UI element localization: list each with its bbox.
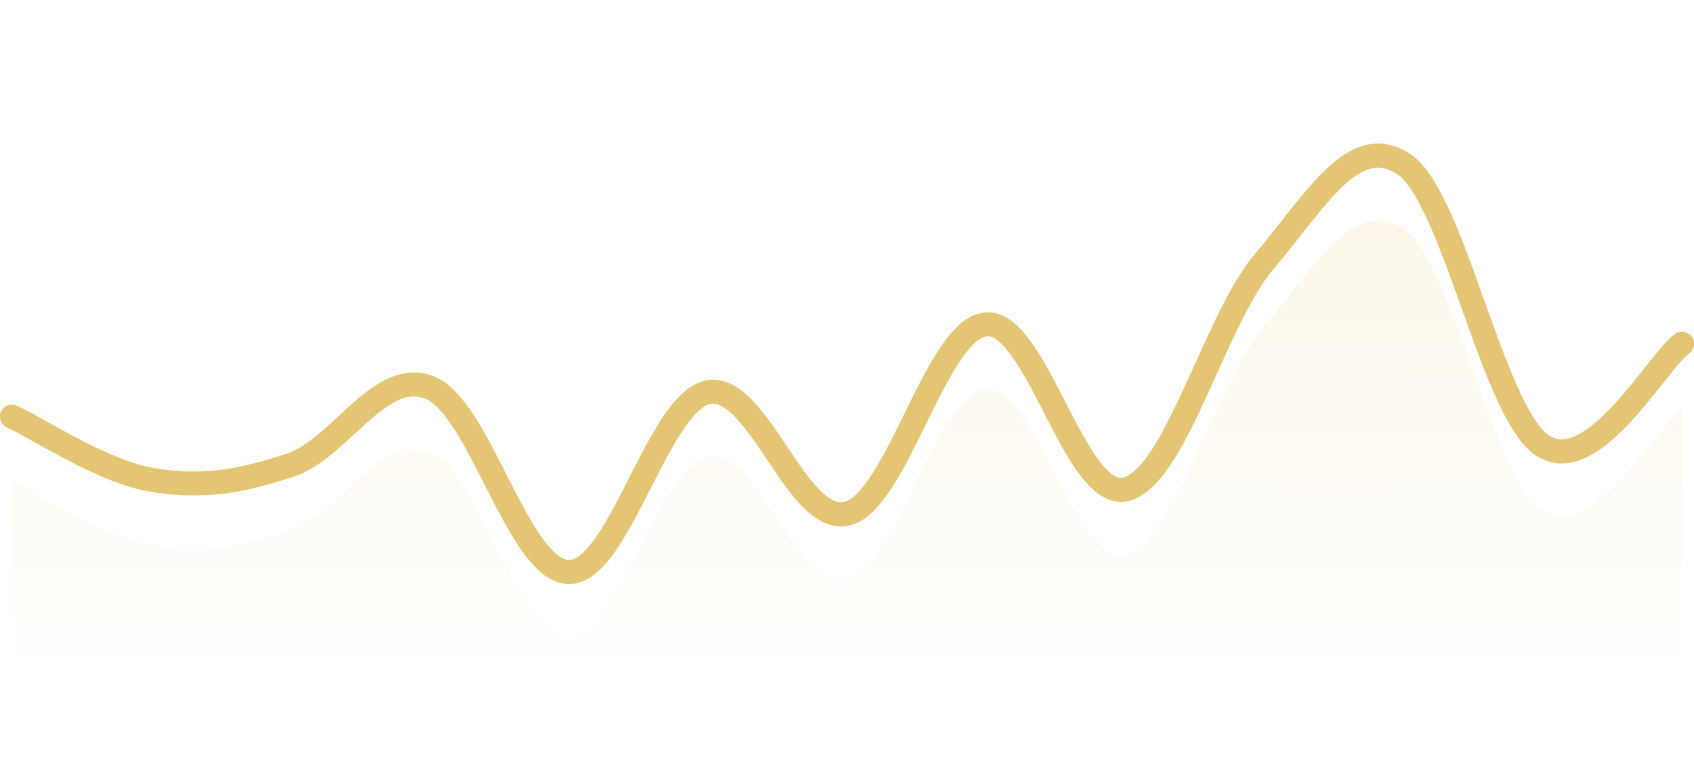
area-fill: [12, 220, 1682, 660]
series-line: [0, 143, 1694, 585]
